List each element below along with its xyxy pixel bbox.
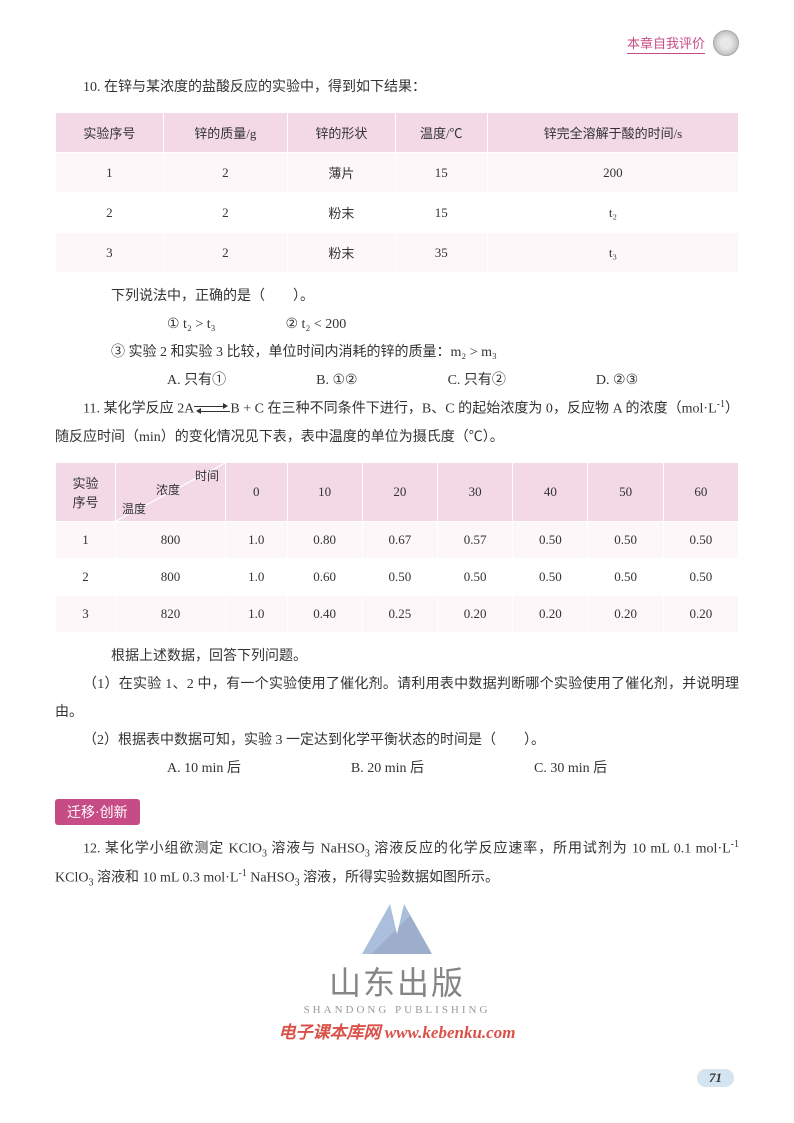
molecule-icon [713, 30, 739, 56]
table-header: 10 [287, 462, 362, 521]
option-b: B. ①② [316, 367, 357, 395]
diagonal-header: 温度 浓度 时间 [116, 462, 226, 521]
watermark-site: 电子课本库网 www.kebenku.com [279, 1018, 516, 1043]
q10-statements-1-2: ① t₂ > t₃ ② t₂ < 200 [55, 311, 739, 339]
option-a: A. 10 min 后 [167, 755, 241, 783]
table-header: 0 [226, 462, 288, 521]
q11-options: A. 10 min 后 B. 20 min 后 C. 30 min 后 [55, 755, 739, 783]
chapter-header: 本章自我评价 [55, 30, 739, 56]
table-row: 3 2 粉末 35 t₃ [56, 233, 739, 273]
option-d: D. ②③ [596, 367, 638, 395]
publisher-watermark: 山东出版 SHANDONG PUBLISHING 电子课本库网 www.kebe… [279, 904, 516, 1043]
chapter-title: 本章自我评价 [627, 33, 705, 54]
watermark-cn: 山东出版 [279, 958, 516, 1004]
watermark-en: SHANDONG PUBLISHING [279, 1004, 516, 1016]
q11-table: 实验 序号 温度 浓度 时间 0 10 20 30 40 50 60 1 800… [55, 462, 739, 633]
q11-sub2: （2）根据表中数据可知，实验 3 一定达到化学平衡状态的时间是（ ）。 [55, 727, 739, 755]
q10-table: 实验序号 锌的质量/g 锌的形状 温度/℃ 锌完全溶解于酸的时间/s 1 2 薄… [55, 112, 739, 273]
option-b: B. 20 min 后 [351, 755, 424, 783]
q11-sub1: （1）在实验 1、2 中，有一个实验使用了催化剂。请利用表中数据判断哪个实验使用… [55, 671, 739, 727]
q10-prompt: 下列说法中，正确的是（ ）。 [55, 283, 739, 311]
q12-text: 12. 某化学小组欲测定 KClO3 溶液与 NaHSO3 溶液反应的化学反应速… [55, 835, 739, 894]
table-header: 20 [362, 462, 437, 521]
table-header: 实验 序号 [56, 462, 116, 521]
table-row: 3 820 1.0 0.40 0.25 0.20 0.20 0.20 0.20 [56, 595, 739, 632]
stmt-3: ③ 实验 2 和实验 3 比较，单位时间内消耗的锌的质量：m₂ > m₃ [55, 339, 739, 367]
table-row: 1 800 1.0 0.80 0.67 0.57 0.50 0.50 0.50 [56, 521, 739, 558]
q10-options: A. 只有① B. ①② C. 只有② D. ②③ [55, 367, 739, 395]
table-row: 1 2 薄片 15 200 [56, 153, 739, 193]
stmt-2: ② t₂ < 200 [286, 311, 347, 339]
table-header: 温度/℃ [395, 113, 487, 153]
option-a: A. 只有① [167, 367, 226, 395]
table-header: 实验序号 [56, 113, 164, 153]
q10-intro: 10. 在锌与某浓度的盐酸反应的实验中，得到如下结果： [55, 74, 739, 102]
table-header: 50 [588, 462, 663, 521]
table-header: 锌的形状 [288, 113, 396, 153]
q11-after: 根据上述数据，回答下列问题。 [55, 643, 739, 671]
option-c: C. 只有② [448, 367, 506, 395]
table-row: 2 800 1.0 0.60 0.50 0.50 0.50 0.50 0.50 [56, 558, 739, 595]
table-header: 60 [663, 462, 738, 521]
table-header: 锌的质量/g [163, 113, 287, 153]
book-logo-icon [362, 904, 432, 954]
stmt-1: ① t₂ > t₃ [167, 311, 216, 339]
q11-intro: 11. 某化学反应 2AB + C 在三种不同条件下进行，B、C 的起始浓度为 … [55, 395, 739, 452]
table-header: 40 [513, 462, 588, 521]
option-c: C. 30 min 后 [534, 755, 607, 783]
section-badge: 迁移·创新 [55, 799, 140, 825]
table-header: 30 [438, 462, 513, 521]
table-row: 2 2 粉末 15 t₂ [56, 193, 739, 233]
table-header: 锌完全溶解于酸的时间/s [487, 113, 738, 153]
page-number: 71 [697, 1069, 734, 1087]
